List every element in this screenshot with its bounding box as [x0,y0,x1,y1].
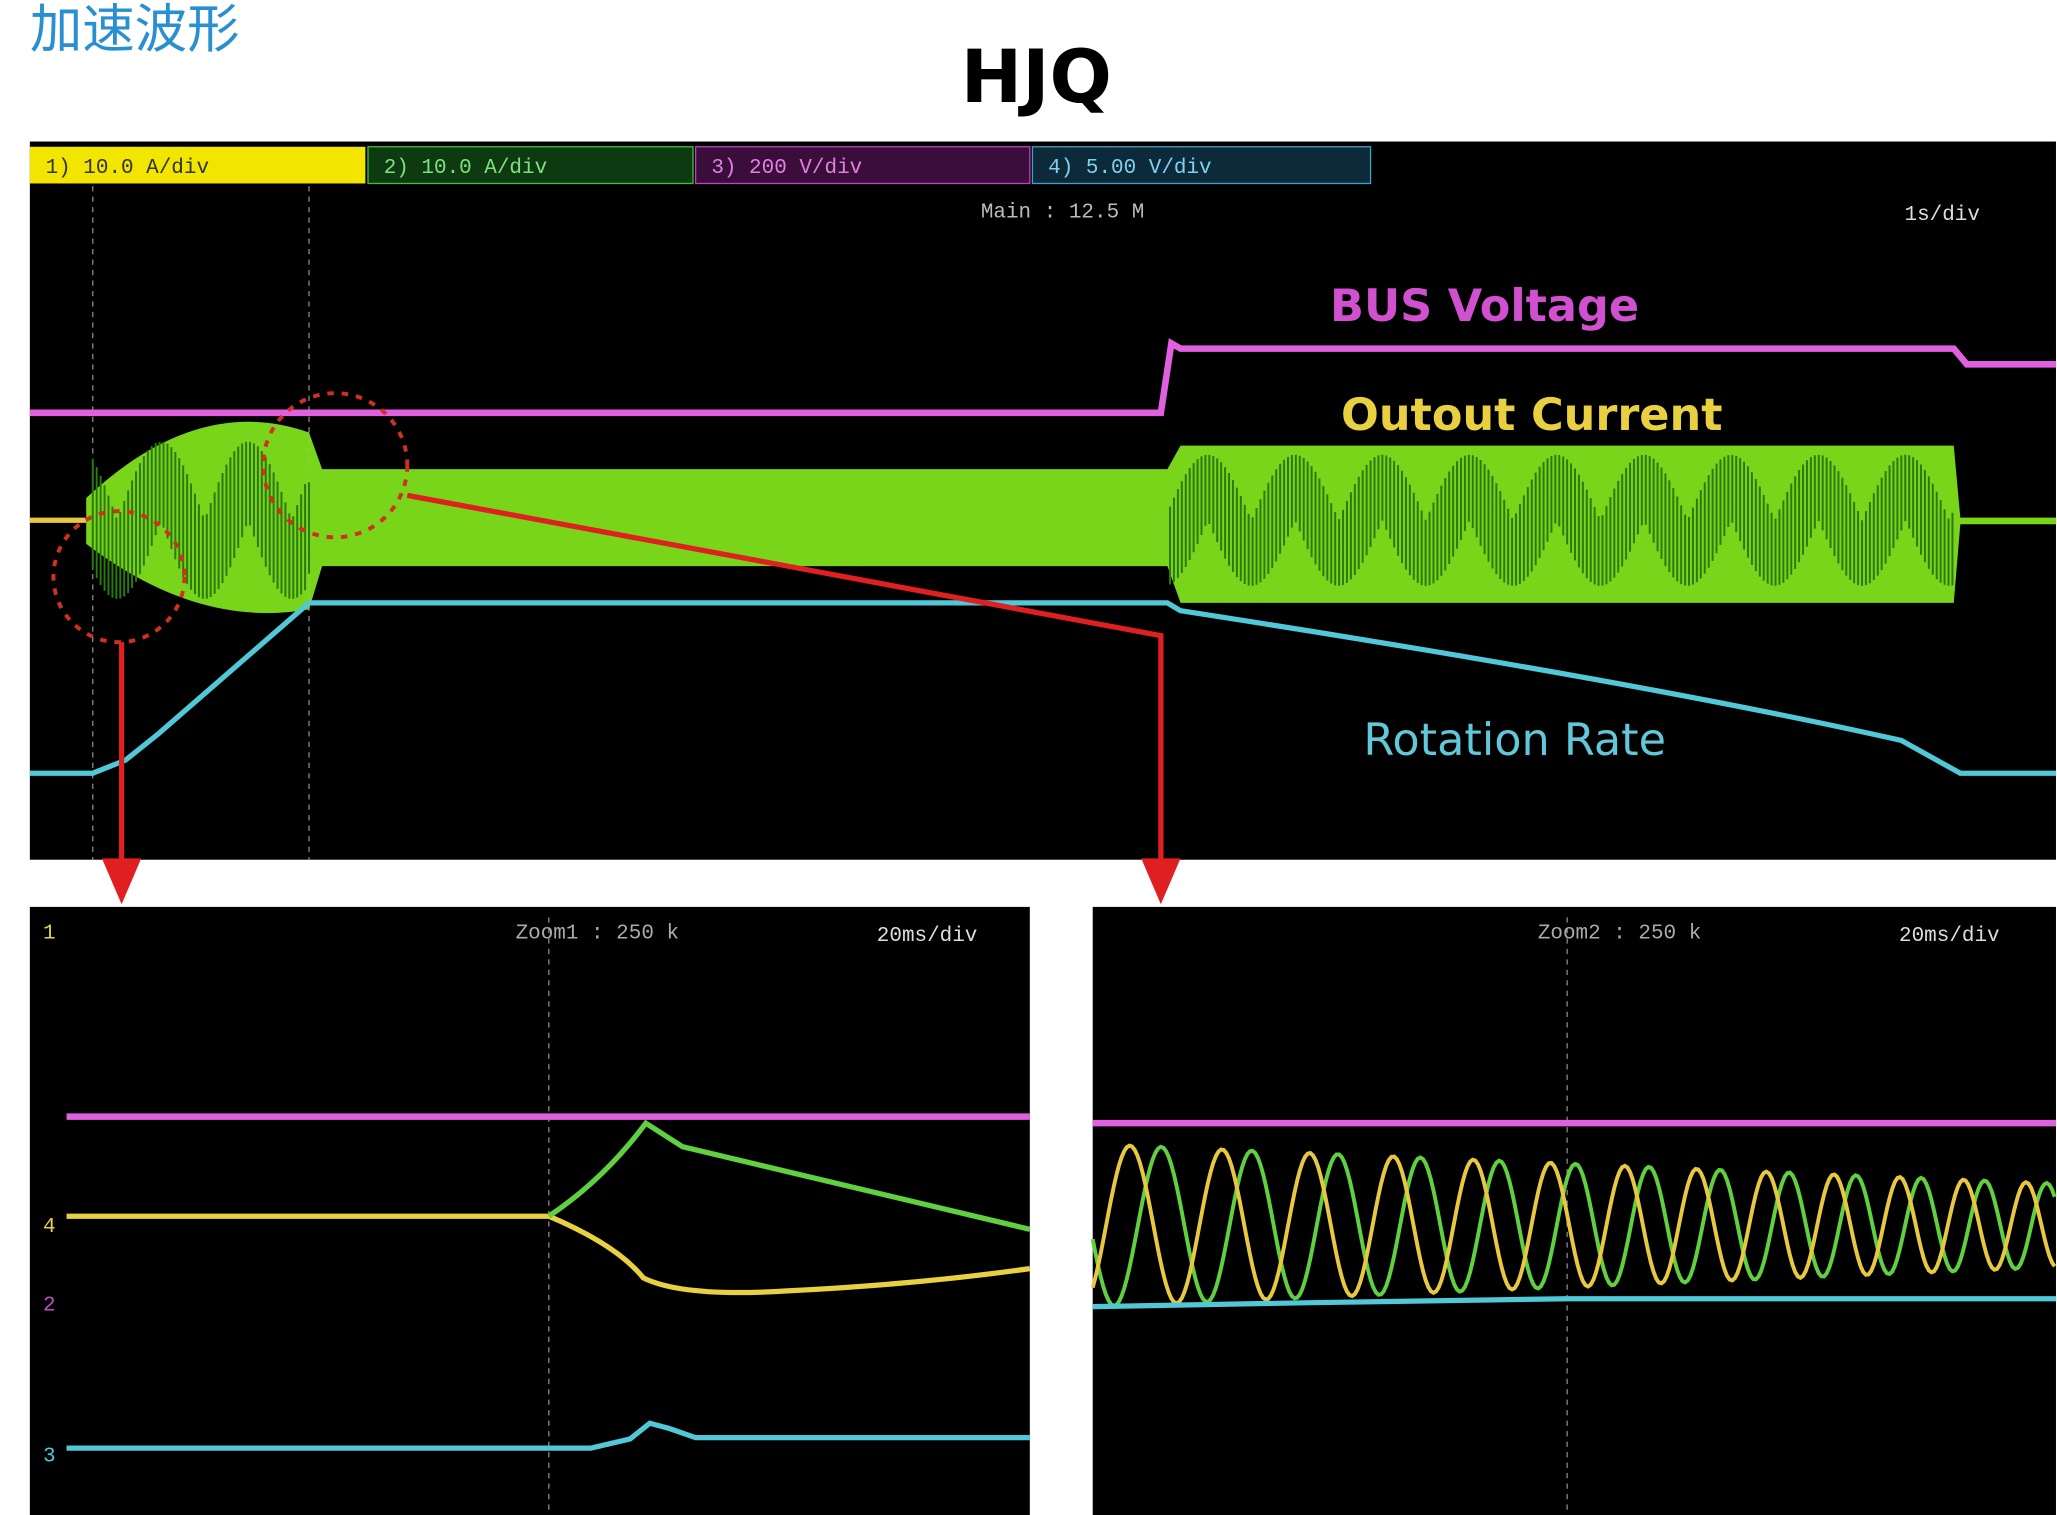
timebase: 20ms/div [1899,925,2000,948]
sample-rate: Main : 12.5 M [981,202,1144,225]
bus-voltage-label: BUS Voltage [1330,280,1639,332]
page-subtitle: HJQ [961,35,1112,120]
page-title: 加速波形 [30,0,240,60]
scope-screen [30,907,1030,1515]
channel-label: 3) 200 V/div [711,157,862,180]
channel-label: 1) 10.0 A/div [46,157,209,180]
channel-marker: 3 [43,1445,56,1468]
zoom1-scope: Zoom1 : 250 k 20ms/div 1 4 2 3 [30,907,1030,1515]
channel-marker: 1 [43,922,56,945]
main-scope: 1) 10.0 A/div 2) 10.0 A/div 3) 200 V/div… [30,142,2056,860]
timebase: 1s/div [1905,204,1980,227]
channel-label: 2) 10.0 A/div [384,157,547,180]
page: {"header": {"title": "加速波形", "subtitle":… [0,0,2057,1515]
screenshot: 加速波形 HJQ 1) 10.0 A/div 2) 10.0 A/div 3) … [0,0,2057,1515]
zoom-label: Zoom2 : 250 k [1538,922,1701,945]
timebase: 20ms/div [877,925,978,948]
zoom2-scope: Zoom2 : 250 k 20ms/div [1093,907,2056,1515]
channel-marker: 2 [43,1295,56,1318]
channel-label: 4) 5.00 V/div [1048,157,1211,180]
current-label: Outout Current [1341,389,1723,441]
channel-marker: 4 [43,1216,56,1239]
zoom-label: Zoom1 : 250 k [516,922,679,945]
rotation-label: Rotation Rate [1363,714,1666,766]
